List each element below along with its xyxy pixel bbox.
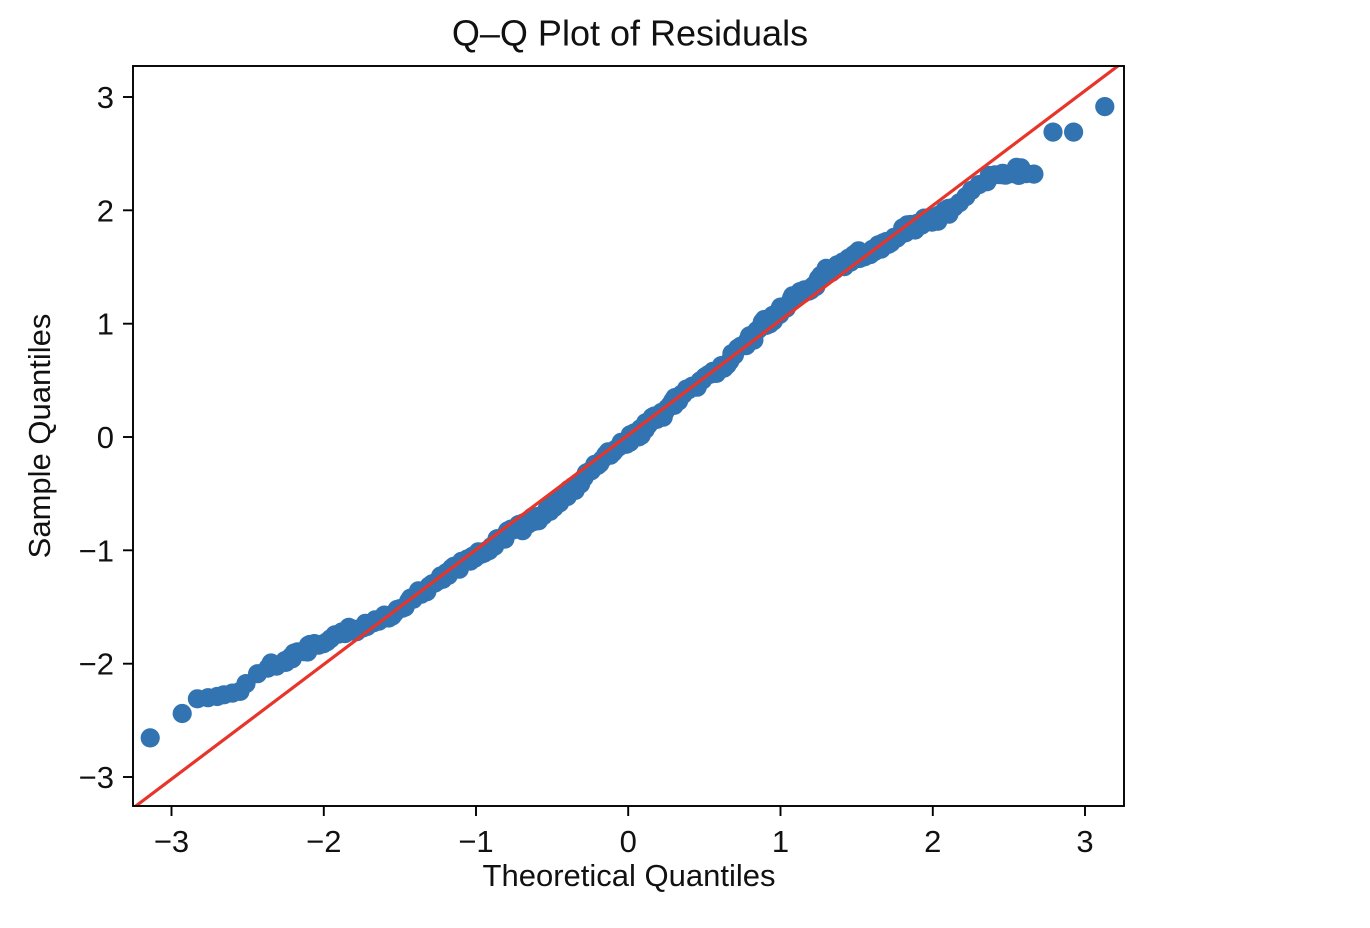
svg-text:−2: −2 — [79, 647, 114, 682]
svg-text:1: 1 — [97, 307, 114, 342]
svg-text:1: 1 — [772, 824, 789, 859]
svg-text:3: 3 — [97, 80, 114, 115]
svg-text:Theoretical Quantiles: Theoretical Quantiles — [483, 858, 776, 893]
svg-text:Sample Quantiles: Sample Quantiles — [22, 314, 57, 559]
svg-text:0: 0 — [97, 420, 114, 455]
svg-text:3: 3 — [1076, 824, 1093, 859]
svg-text:−1: −1 — [458, 824, 493, 859]
svg-text:Q–Q Plot of Residuals: Q–Q Plot of Residuals — [452, 13, 808, 54]
svg-text:2: 2 — [924, 824, 941, 859]
svg-text:−3: −3 — [79, 760, 114, 795]
svg-text:0: 0 — [620, 824, 637, 859]
svg-text:−2: −2 — [306, 824, 341, 859]
svg-text:2: 2 — [97, 193, 114, 228]
svg-text:−3: −3 — [154, 824, 189, 859]
svg-text:−1: −1 — [79, 533, 114, 568]
